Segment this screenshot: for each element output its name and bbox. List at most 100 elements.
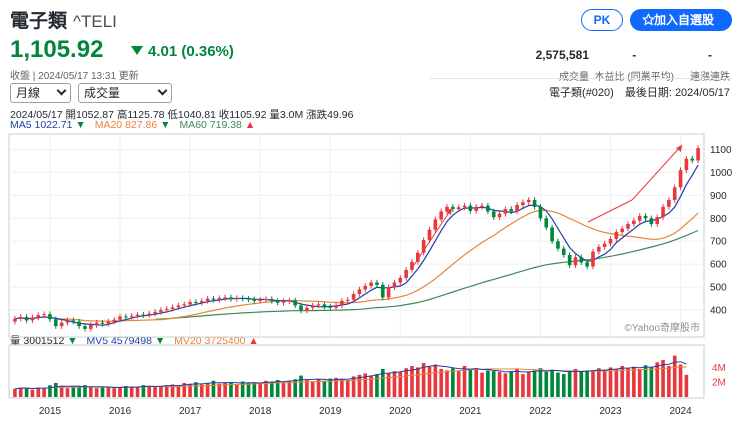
- volume-bar: [135, 387, 140, 397]
- volume-bar: [503, 373, 508, 397]
- volume-bar: [264, 380, 268, 397]
- volume-bar: [357, 374, 362, 397]
- candle-body: [643, 216, 648, 219]
- volume-bar: [89, 387, 93, 397]
- candle-body: [526, 199, 531, 203]
- candle-body: [65, 320, 70, 323]
- candle-body: [223, 297, 227, 299]
- year-tick-label: 2024: [669, 406, 692, 417]
- candle-body: [369, 282, 373, 286]
- candle-body: [380, 284, 385, 298]
- volume-bar: [462, 365, 467, 397]
- candle-body: [614, 232, 619, 239]
- trend-arrow: [411, 207, 453, 269]
- candle-body: [608, 238, 613, 244]
- candle-body: [194, 302, 198, 304]
- stock-name: 電子類: [10, 11, 68, 32]
- volume-tick-label: 4M: [712, 363, 726, 374]
- volume-bar: [188, 383, 192, 397]
- stat-volume: 2,575,581 成交量: [536, 48, 589, 83]
- volume-bar: [293, 379, 298, 397]
- candle-body: [252, 299, 257, 301]
- volume-bar: [124, 385, 128, 397]
- candle-body: [690, 158, 695, 161]
- candle-body: [521, 202, 525, 205]
- volume-bar: [486, 370, 490, 397]
- candle-body: [579, 257, 584, 263]
- volume-bar: [223, 382, 227, 397]
- volume-bar: [550, 369, 554, 397]
- price-plot-border: [8, 133, 705, 338]
- volume-bar: [65, 388, 70, 397]
- volume-bar: [340, 379, 344, 397]
- volume-bar: [287, 380, 292, 397]
- candle-body: [234, 298, 239, 300]
- volume-bar: [684, 374, 689, 397]
- volume-bar: [83, 385, 87, 397]
- candle-body: [229, 297, 233, 300]
- candle-body: [462, 205, 467, 208]
- volume-bar: [328, 378, 333, 397]
- volume-bar: [608, 367, 613, 397]
- volume-bar: [474, 368, 479, 397]
- volume-bar: [240, 381, 245, 397]
- candle-body: [211, 298, 216, 300]
- volume-bar: [480, 372, 484, 397]
- volume-bar: [375, 374, 379, 397]
- candle-body: [486, 205, 490, 212]
- volume-bar: [24, 388, 29, 397]
- price-change-value: 4.01 (0.36%): [148, 43, 234, 60]
- volume-bar: [427, 366, 432, 397]
- volume-bar: [252, 382, 257, 397]
- candle-body: [649, 218, 654, 225]
- volume-bar: [678, 364, 683, 397]
- candles: [13, 145, 700, 332]
- candle-body: [451, 206, 455, 210]
- candle-body: [129, 315, 134, 317]
- stat-label: 連漲連跌: [690, 72, 730, 83]
- candle-body: [597, 246, 601, 252]
- candle-body: [240, 298, 245, 300]
- volume-bar: [386, 373, 391, 397]
- candle-body: [293, 300, 298, 306]
- year-tick-label: 2016: [109, 406, 132, 417]
- candle-body: [661, 206, 665, 218]
- price-change: 4.01 (0.36%): [131, 43, 234, 60]
- candle-body: [632, 220, 636, 225]
- volume-bar: [585, 370, 589, 397]
- volume-bar: [229, 382, 233, 397]
- year-tick-label: 2015: [39, 406, 62, 417]
- candle-body: [322, 304, 327, 307]
- candle-body: [305, 307, 309, 311]
- candle-body: [310, 305, 315, 308]
- candle-body: [112, 319, 116, 322]
- mv5-line: [14, 361, 687, 390]
- volume-bar: [281, 382, 286, 397]
- candle-body: [532, 199, 537, 207]
- stat-label: 本益比 (同業平均): [594, 72, 674, 83]
- volume-bar: [363, 373, 368, 397]
- candle-body: [281, 301, 286, 303]
- period-select[interactable]: 月線: [10, 83, 71, 103]
- stat-value: -: [632, 48, 637, 62]
- volume-bar: [497, 371, 502, 397]
- volume-bar: [649, 367, 654, 397]
- candle-body: [678, 170, 683, 188]
- volume-bar: [59, 386, 64, 397]
- candle-body: [94, 322, 99, 325]
- candle-body: [468, 205, 473, 211]
- candle-body: [667, 199, 671, 207]
- trend-arrow-head: [676, 145, 682, 152]
- candle-body: [135, 314, 140, 316]
- add-to-watchlist-button[interactable]: 加入自選股: [630, 9, 732, 31]
- indicator-select[interactable]: 成交量: [78, 83, 172, 103]
- candle-body: [287, 300, 292, 302]
- candle-body: [264, 299, 268, 301]
- pk-button[interactable]: PK: [581, 9, 623, 31]
- volume-bar: [18, 387, 23, 397]
- indicator-select-value: 成交量: [84, 86, 121, 100]
- candle-body: [340, 300, 344, 306]
- candle-body: [89, 324, 93, 329]
- stat-streak: - 連漲連跌: [690, 48, 730, 83]
